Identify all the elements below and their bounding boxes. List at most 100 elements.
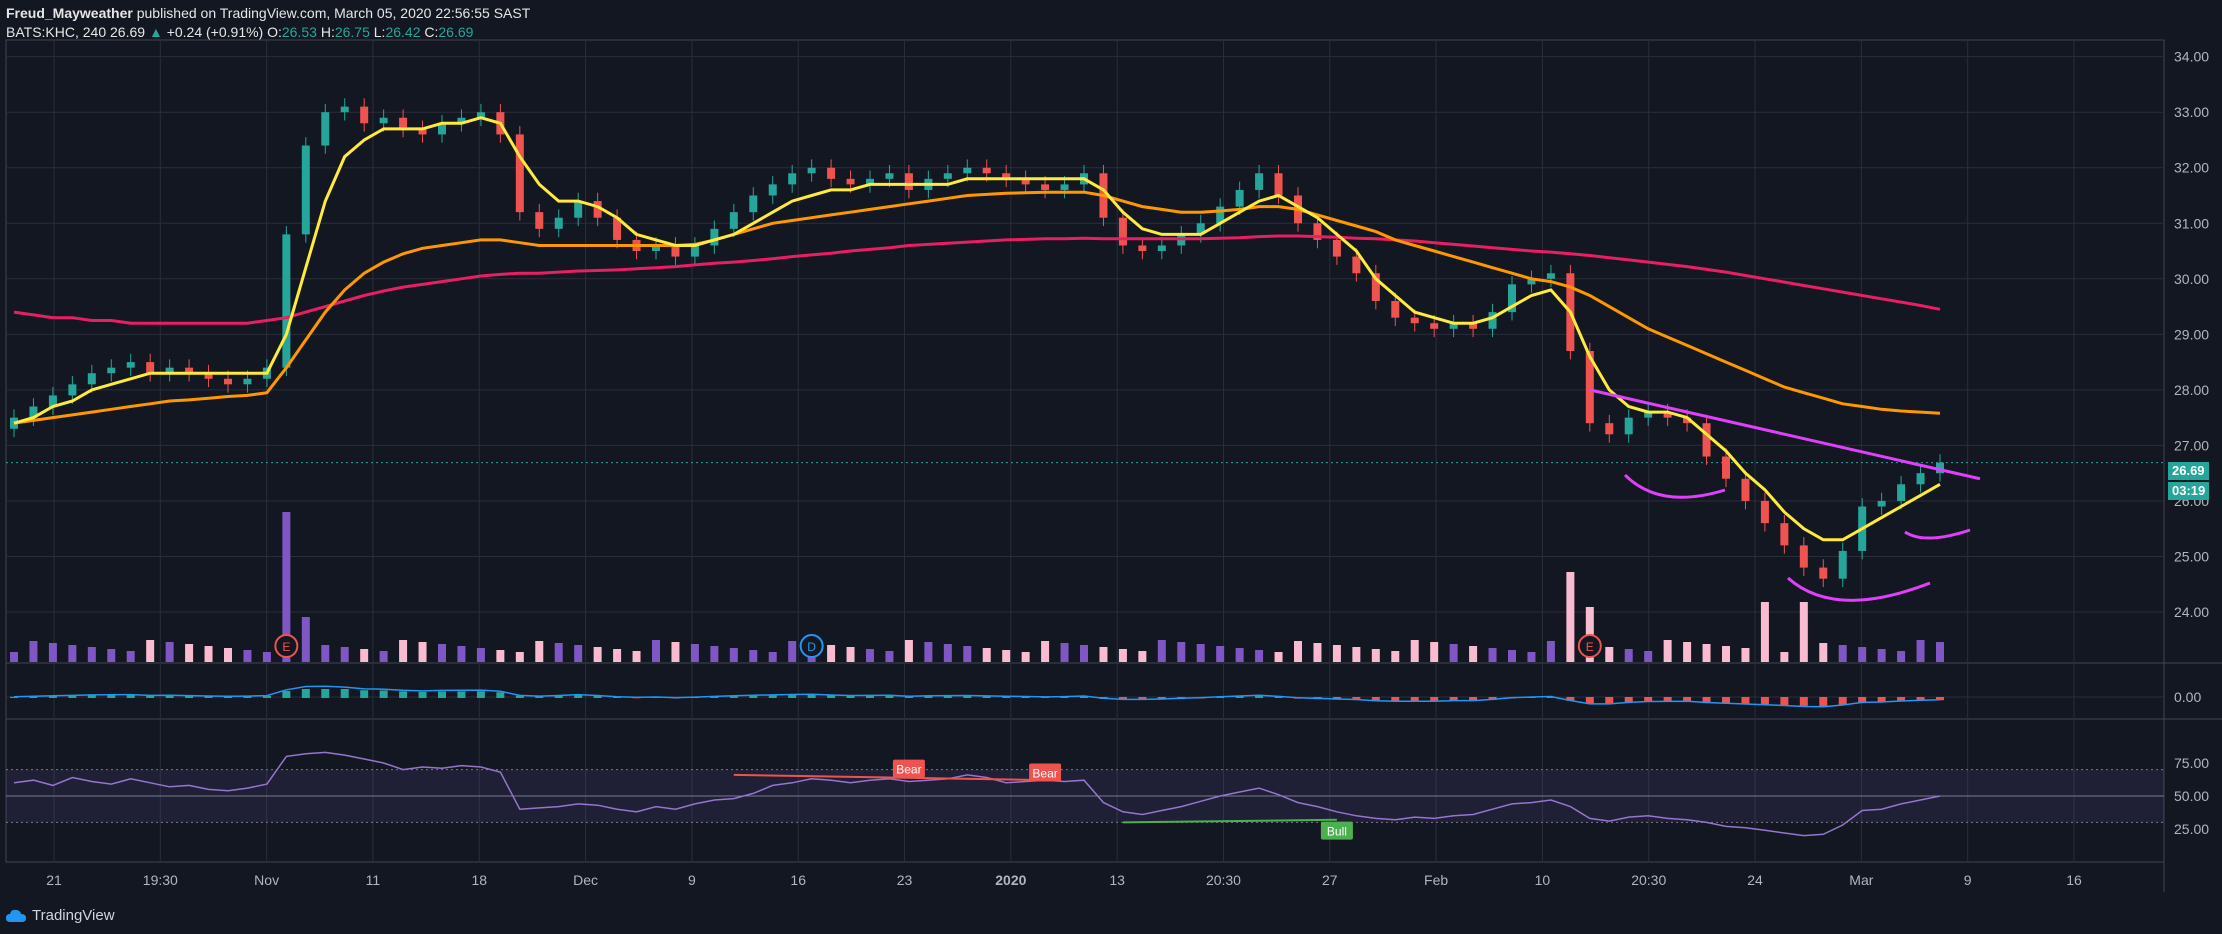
macd-histogram-bar — [1430, 697, 1439, 702]
volume-bar — [1877, 649, 1886, 662]
macd-histogram-bar — [185, 695, 194, 698]
rsi-signal-label: Bull — [1320, 821, 1353, 840]
candle-body — [593, 201, 602, 218]
macd-histogram-bar — [321, 689, 330, 698]
x-tick-label: Feb — [1424, 872, 1448, 888]
rsi-tick-label: 25.00 — [2174, 821, 2209, 837]
volume-bar — [1080, 645, 1088, 662]
candle-body — [87, 373, 96, 385]
volume-bar — [1780, 652, 1789, 662]
volume-bar — [1566, 572, 1575, 662]
candle-body — [340, 106, 349, 113]
event-marker-label: E — [282, 640, 290, 654]
macd-histogram-bar — [1021, 696, 1030, 698]
candle-body — [1508, 284, 1516, 313]
ema-slow-line — [13, 234, 1941, 325]
macd-histogram-bar — [68, 695, 77, 698]
volume-bar — [1527, 652, 1536, 662]
macd-histogram-bar — [379, 690, 388, 698]
candle-body — [1838, 550, 1847, 579]
tradingview-logo[interactable]: TradingView — [6, 907, 115, 924]
candle-body — [1118, 217, 1127, 246]
x-tick-label: 10 — [1535, 872, 1551, 888]
y-tick-label: 25.00 — [2174, 548, 2209, 564]
macd-histogram-bar — [1546, 696, 1555, 698]
rsi-signal-text: Bull — [1327, 825, 1347, 839]
candle-body — [165, 367, 174, 374]
candle-body — [1877, 500, 1886, 507]
volume-bar — [1936, 642, 1944, 662]
volume-bar — [1216, 646, 1225, 662]
x-tick-label: 21 — [46, 872, 62, 888]
event-marker-circle — [1577, 634, 1602, 658]
volume-bar — [87, 647, 96, 662]
publish-text: published on TradingView.com, March 05, … — [136, 5, 531, 21]
volume-bar — [1799, 602, 1808, 662]
macd-histogram-bar — [1469, 697, 1478, 701]
volume-bar — [1274, 652, 1283, 662]
rsi-signal-box — [892, 759, 925, 778]
volume-bar — [613, 649, 622, 662]
candle-body — [1371, 273, 1380, 302]
y-tick-label: 31.00 — [2174, 215, 2209, 231]
arc-drawing — [1904, 528, 1971, 540]
macd-histogram-bar — [146, 695, 155, 698]
candle-body — [418, 128, 427, 135]
volume-bar — [68, 645, 77, 662]
macd-histogram-bar — [476, 691, 485, 698]
macd-histogram-bar — [1118, 697, 1127, 700]
volume-bar — [1469, 646, 1478, 662]
candle-body — [1430, 323, 1439, 329]
candle-body — [1255, 173, 1264, 190]
macd-histogram-bar — [301, 689, 310, 698]
candle-body — [846, 178, 855, 185]
rsi-signal-label: Bear — [1029, 763, 1062, 782]
volume-bar — [924, 642, 933, 662]
candle-body — [807, 167, 816, 174]
candle-body — [1605, 423, 1614, 435]
high-label: H: — [320, 24, 335, 40]
candle-body — [788, 173, 797, 185]
macd-histogram-bar — [827, 695, 836, 698]
volume-bar — [1060, 643, 1069, 662]
volume-bar — [1819, 643, 1828, 662]
candle-body — [1157, 245, 1166, 252]
candle-body — [866, 178, 874, 185]
open-label: O: — [267, 24, 282, 40]
candle-body — [1332, 239, 1341, 257]
macd-histogram-bar — [438, 691, 446, 698]
macd-histogram-bar — [535, 696, 544, 698]
low-label: L: — [373, 24, 386, 40]
volume-bar — [185, 644, 194, 662]
macd-histogram-bar — [399, 691, 408, 698]
macd-histogram-bar — [904, 696, 913, 698]
y-tick-label: 29.00 — [2174, 326, 2209, 342]
volume-bar — [963, 646, 972, 662]
candle-body — [613, 217, 622, 240]
volume-bar — [1041, 641, 1050, 662]
bull-divergence-line — [1122, 818, 1337, 824]
candle-body — [29, 406, 38, 418]
volume-bar — [457, 646, 466, 662]
trendline-drawing — [1589, 388, 1981, 481]
symbol-label[interactable]: BATS:KHC, 240 — [6, 24, 107, 40]
author-name[interactable]: Freud_Mayweather — [6, 5, 133, 21]
candle-body — [1780, 523, 1789, 546]
x-tick-label: 20:30 — [1631, 872, 1666, 888]
volume-bar — [438, 644, 446, 662]
macd-histogram-bar — [1002, 696, 1011, 698]
candle-body — [1274, 173, 1283, 196]
candle-body — [1624, 417, 1633, 435]
macd-histogram-bar — [515, 695, 524, 698]
macd-histogram-bar — [1780, 697, 1789, 706]
volume-bar — [768, 652, 777, 662]
macd-histogram-bar — [1352, 697, 1361, 701]
volume-bar — [866, 649, 874, 662]
macd-histogram-bar — [574, 695, 583, 698]
candle-body — [1449, 323, 1458, 329]
macd-histogram-bar — [943, 695, 952, 698]
macd-histogram-bar — [457, 691, 466, 698]
candle-body — [885, 173, 894, 179]
macd-histogram-bar — [1138, 697, 1147, 700]
